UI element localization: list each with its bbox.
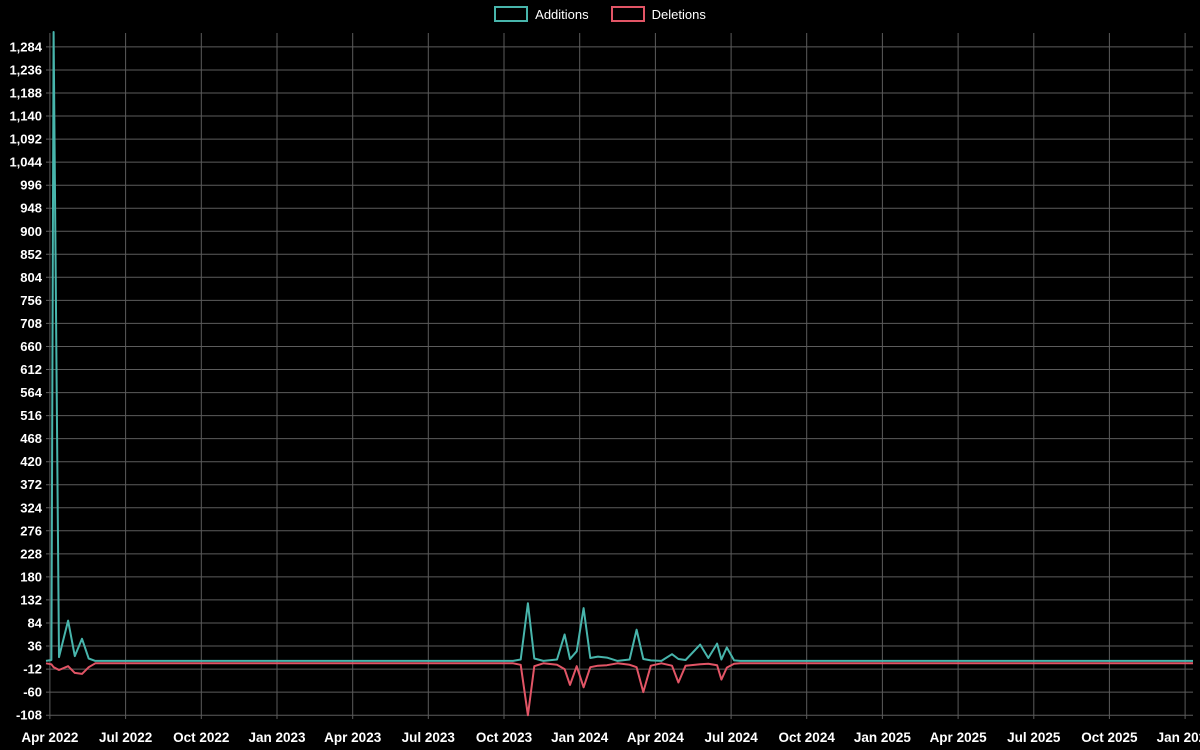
y-tick-label: 1,284 (9, 39, 42, 54)
x-tick-label: Oct 2025 (1081, 730, 1138, 745)
y-tick-label: 228 (20, 546, 42, 561)
y-tick-label: 804 (20, 270, 42, 285)
y-tick-label: 900 (20, 224, 42, 239)
y-tick-label: 948 (20, 201, 42, 216)
y-tick-label: -12 (23, 662, 42, 677)
y-tick-label: 132 (20, 592, 42, 607)
y-tick-label: 84 (28, 616, 43, 631)
y-tick-label: 996 (20, 178, 42, 193)
y-tick-label: -60 (23, 685, 42, 700)
deletions-legend-label: Deletions (651, 6, 706, 22)
y-tick-label: -108 (16, 708, 42, 723)
x-tick-label: Jul 2024 (704, 730, 758, 745)
deletions-line (45, 662, 1193, 717)
y-tick-label: 1,092 (9, 132, 42, 147)
legend-item-additions: Additions (494, 6, 589, 22)
x-tick-label: Jan 2023 (248, 730, 306, 745)
x-tick-label: Apr 2023 (324, 730, 382, 745)
y-tick-label: 36 (28, 639, 42, 654)
y-tick-label: 852 (20, 247, 42, 262)
additions-legend-label: Additions (535, 6, 589, 22)
y-tick-label: 1,188 (9, 86, 42, 101)
y-tick-label: 372 (20, 477, 42, 492)
y-tick-label: 1,044 (9, 155, 42, 170)
y-tick-label: 324 (20, 500, 42, 515)
y-tick-label: 420 (20, 454, 42, 469)
y-tick-label: 564 (20, 385, 42, 400)
legend-item-deletions: Deletions (610, 6, 706, 22)
y-tick-label: 708 (20, 316, 42, 331)
x-tick-label: Oct 2022 (173, 730, 229, 745)
x-tick-label: Jan 2026 (1157, 730, 1200, 745)
x-tick-label: Oct 2023 (476, 730, 533, 745)
y-tick-label: 180 (20, 569, 42, 584)
x-tick-label: Apr 2025 (930, 730, 988, 745)
y-tick-label: 756 (20, 293, 42, 308)
additions-line (45, 31, 1193, 662)
y-tick-label: 1,140 (9, 109, 42, 124)
y-tick-label: 612 (20, 362, 42, 377)
x-tick-label: Jan 2024 (551, 730, 609, 745)
y-tick-label: 516 (20, 408, 42, 423)
x-tick-label: Apr 2024 (627, 730, 685, 745)
y-tick-label: 660 (20, 339, 42, 354)
chart-legend: Additions Deletions (0, 6, 1200, 22)
y-tick-label: 1,236 (9, 63, 42, 78)
y-tick-label: 468 (20, 431, 42, 446)
x-tick-label: Jul 2023 (402, 730, 456, 745)
x-tick-label: Jul 2022 (99, 730, 152, 745)
y-tick-label: 276 (20, 523, 42, 538)
x-tick-label: Jul 2025 (1007, 730, 1061, 745)
x-tick-label: Apr 2022 (21, 730, 78, 745)
x-tick-label: Oct 2024 (779, 730, 836, 745)
x-tick-label: Jan 2025 (854, 730, 912, 745)
additions-swatch-icon (494, 6, 529, 22)
deletions-swatch-icon (610, 6, 645, 22)
